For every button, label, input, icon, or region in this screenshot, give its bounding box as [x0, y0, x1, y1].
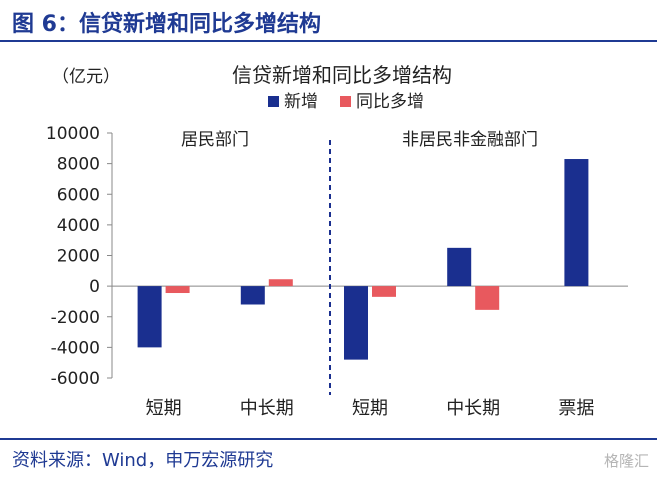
y-axis: 10000 8000 6000 4000 2000 0 -2000 -4000 -6000	[46, 124, 628, 389]
bar-yoy-increase	[268, 279, 293, 287]
x-category-label: 中长期	[240, 398, 294, 419]
source-note: 资料来源：Wind，申万宏源研究	[12, 450, 274, 471]
x-category-label: 票据	[558, 398, 594, 419]
x-category-label: 短期	[352, 398, 388, 419]
y-tick-label: 8000	[57, 155, 100, 175]
y-tick-label: 6000	[57, 185, 100, 205]
header-rule	[0, 40, 657, 42]
y-tick-label: -4000	[51, 338, 100, 358]
y-tick-label: -6000	[51, 369, 100, 389]
bar-new-loans	[344, 286, 368, 360]
group-label-nonhousehold: 非居民非金融部门	[402, 130, 538, 150]
chart-title: 信贷新增和同比多增结构	[232, 63, 452, 87]
unit-label: （亿元）	[52, 67, 120, 87]
watermark: 格隆汇	[603, 452, 649, 470]
x-category-label: 中长期	[446, 398, 500, 419]
y-tick-label: 4000	[57, 216, 100, 236]
y-tick-label: 10000	[46, 124, 100, 144]
x-category-label: 短期	[146, 398, 182, 419]
x-axis-labels: 短期 中长期 短期 中长期 票据	[146, 398, 595, 419]
figure-title: 图 6：信贷新增和同比多增结构	[12, 12, 321, 37]
legend-swatch-new-loans	[268, 96, 279, 107]
bar-chart: 信贷新增和同比多增结构 （亿元） 新增 同比多增 10000 8000 6000 400…	[46, 63, 628, 419]
y-tick-label: -2000	[51, 308, 100, 328]
bar-yoy-increase	[475, 286, 500, 310]
bar-new-loans	[137, 286, 162, 348]
y-tick-label: 0	[89, 277, 100, 297]
legend-label-yoy-increase: 同比多增	[356, 92, 424, 112]
bar-yoy-increase	[165, 286, 190, 294]
bar-yoy-increase	[372, 286, 396, 297]
legend: 新增 同比多增	[268, 92, 424, 112]
y-tick-label: 2000	[57, 247, 100, 267]
bar-new-loans	[447, 247, 472, 287]
bar-new-loans	[240, 286, 265, 305]
bars	[137, 159, 589, 360]
bar-new-loans	[564, 159, 589, 287]
legend-label-new-loans: 新增	[284, 92, 318, 112]
footer-rule	[0, 438, 657, 440]
legend-swatch-yoy-increase	[340, 96, 351, 107]
group-label-household: 居民部门	[181, 130, 249, 150]
